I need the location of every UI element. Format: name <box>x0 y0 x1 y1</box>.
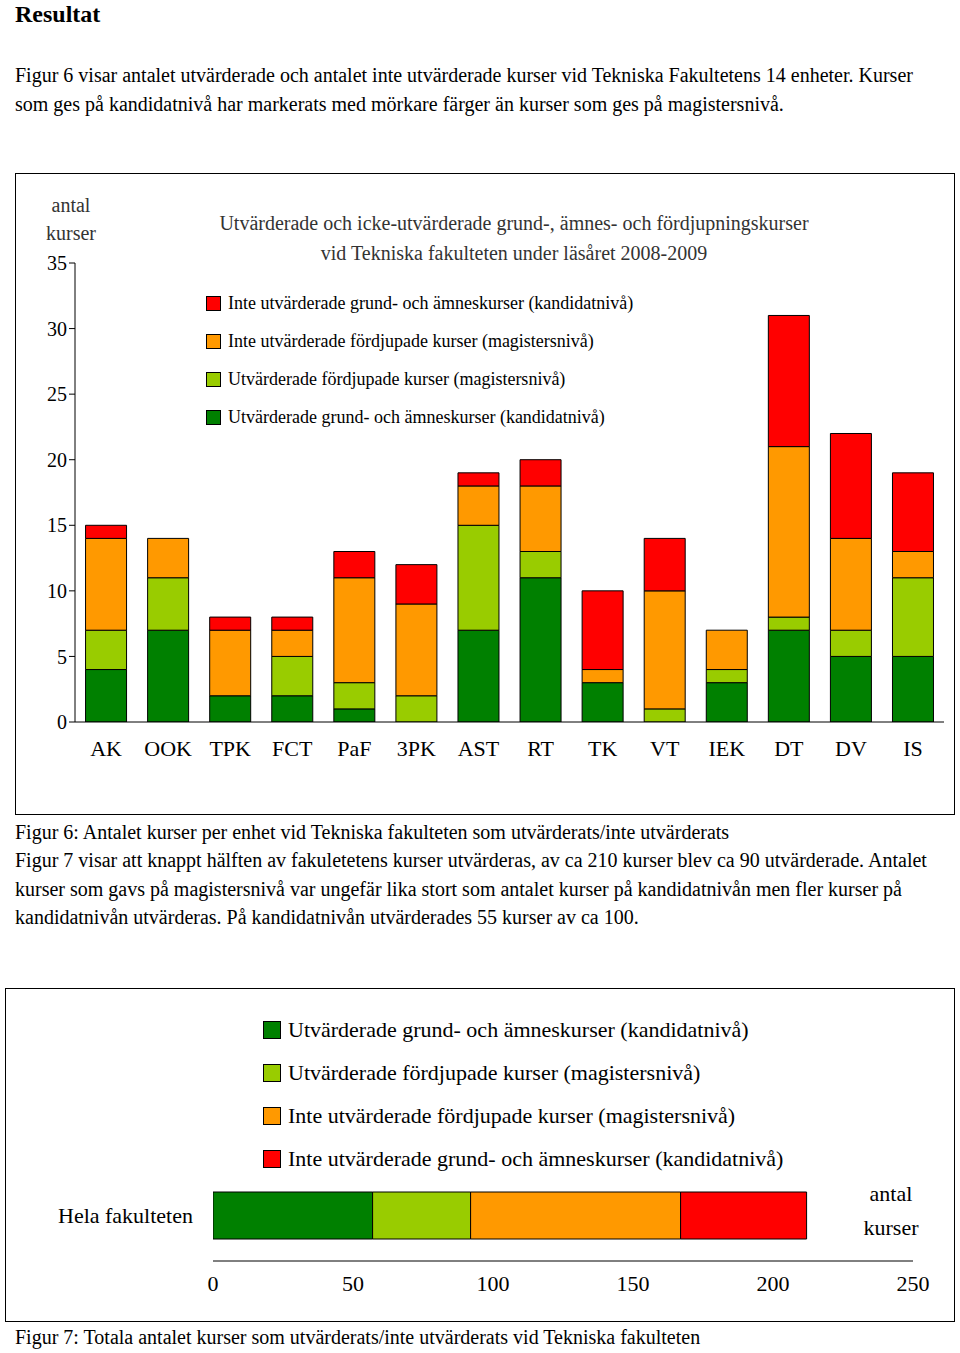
html-text:Inte utvärderade fördjupade ku: Inte utvärderade fördjupade kurser (magi… <box>288 1102 736 1128</box>
html-text:Figur 7: Totala antalet kurser: Figur 7: Totala antalet kurser som utvär… <box>15 1326 701 1348</box>
svg-text:RT: RT <box>527 736 554 761</box>
html-text:antal kurser: antal kurser <box>863 1181 919 1240</box>
svg-text:3PK: 3PK <box>397 736 436 761</box>
html-text:Utvärderade grund- och ämnesku: Utvärderade grund- och ämneskurser (kand… <box>228 406 605 427</box>
svg-text:AK: AK <box>90 736 122 761</box>
html-text:Utvärderade fördjupade kurser: Utvärderade fördjupade kurser (magisters… <box>228 368 566 389</box>
html-text:Utvärderade grund- och ämnesku: Utvärderade grund- och ämneskurser (kand… <box>288 1016 749 1042</box>
svg-text:AST: AST <box>458 736 500 761</box>
svg-text:200: 200 <box>757 1271 790 1296</box>
html-text:Inte utvärderade fördjupade ku: Inte utvärderade fördjupade kurser (magi… <box>228 330 594 351</box>
svg-text:OOK: OOK <box>144 736 192 761</box>
svg-text:TK: TK <box>588 736 617 761</box>
svg-text:IS: IS <box>903 736 923 761</box>
html-text:Utvärderade och icke-utvärdera: Utvärderade och icke-utvärderade grund-,… <box>219 212 809 264</box>
svg-text:0: 0 <box>57 711 67 733</box>
svg-text:IEK: IEK <box>708 736 745 761</box>
svg-text:DT: DT <box>774 736 804 761</box>
svg-text:250: 250 <box>897 1271 930 1296</box>
svg-text:DV: DV <box>835 736 867 761</box>
html-text:Inte utvärderade grund- och äm: Inte utvärderade grund- och ämneskurser … <box>288 1145 784 1171</box>
svg-text:100: 100 <box>477 1271 510 1296</box>
svg-text:25: 25 <box>47 383 67 405</box>
html-text:Figur 6: Antalet kurser per en: Figur 6: Antalet kurser per enhet vid Te… <box>15 821 730 843</box>
svg-text:50: 50 <box>342 1271 364 1296</box>
svg-text:150: 150 <box>617 1271 650 1296</box>
svg-text:FCT: FCT <box>272 736 313 761</box>
svg-text:Hela fakulteten: Hela fakulteten <box>58 1203 193 1228</box>
svg-text:0: 0 <box>208 1271 219 1296</box>
svg-text:20: 20 <box>47 449 67 471</box>
html-text:Resultat: Resultat <box>15 1 101 27</box>
html-text:Utvärderade fördjupade kurser: Utvärderade fördjupade kurser (magisters… <box>288 1059 701 1085</box>
svg-text:30: 30 <box>47 318 67 340</box>
html-text:Figur 6 visar antalet utvärder: Figur 6 visar antalet utvärderade och an… <box>15 64 913 115</box>
svg-text:5: 5 <box>57 646 67 668</box>
svg-text:15: 15 <box>47 514 67 536</box>
svg-text:PaF: PaF <box>337 736 371 761</box>
svg-text:10: 10 <box>47 580 67 602</box>
html-text:Inte utvärderade grund- och äm: Inte utvärderade grund- och ämneskurser … <box>228 292 634 313</box>
svg-text:35: 35 <box>47 252 67 274</box>
svg-text:TPK: TPK <box>209 736 251 761</box>
svg-text:VT: VT <box>650 736 680 761</box>
html-text:antal kurser: antal kurser <box>46 194 96 244</box>
html-text:Figur 7 visar att knappt hälft: Figur 7 visar att knappt hälften av faku… <box>15 849 927 928</box>
